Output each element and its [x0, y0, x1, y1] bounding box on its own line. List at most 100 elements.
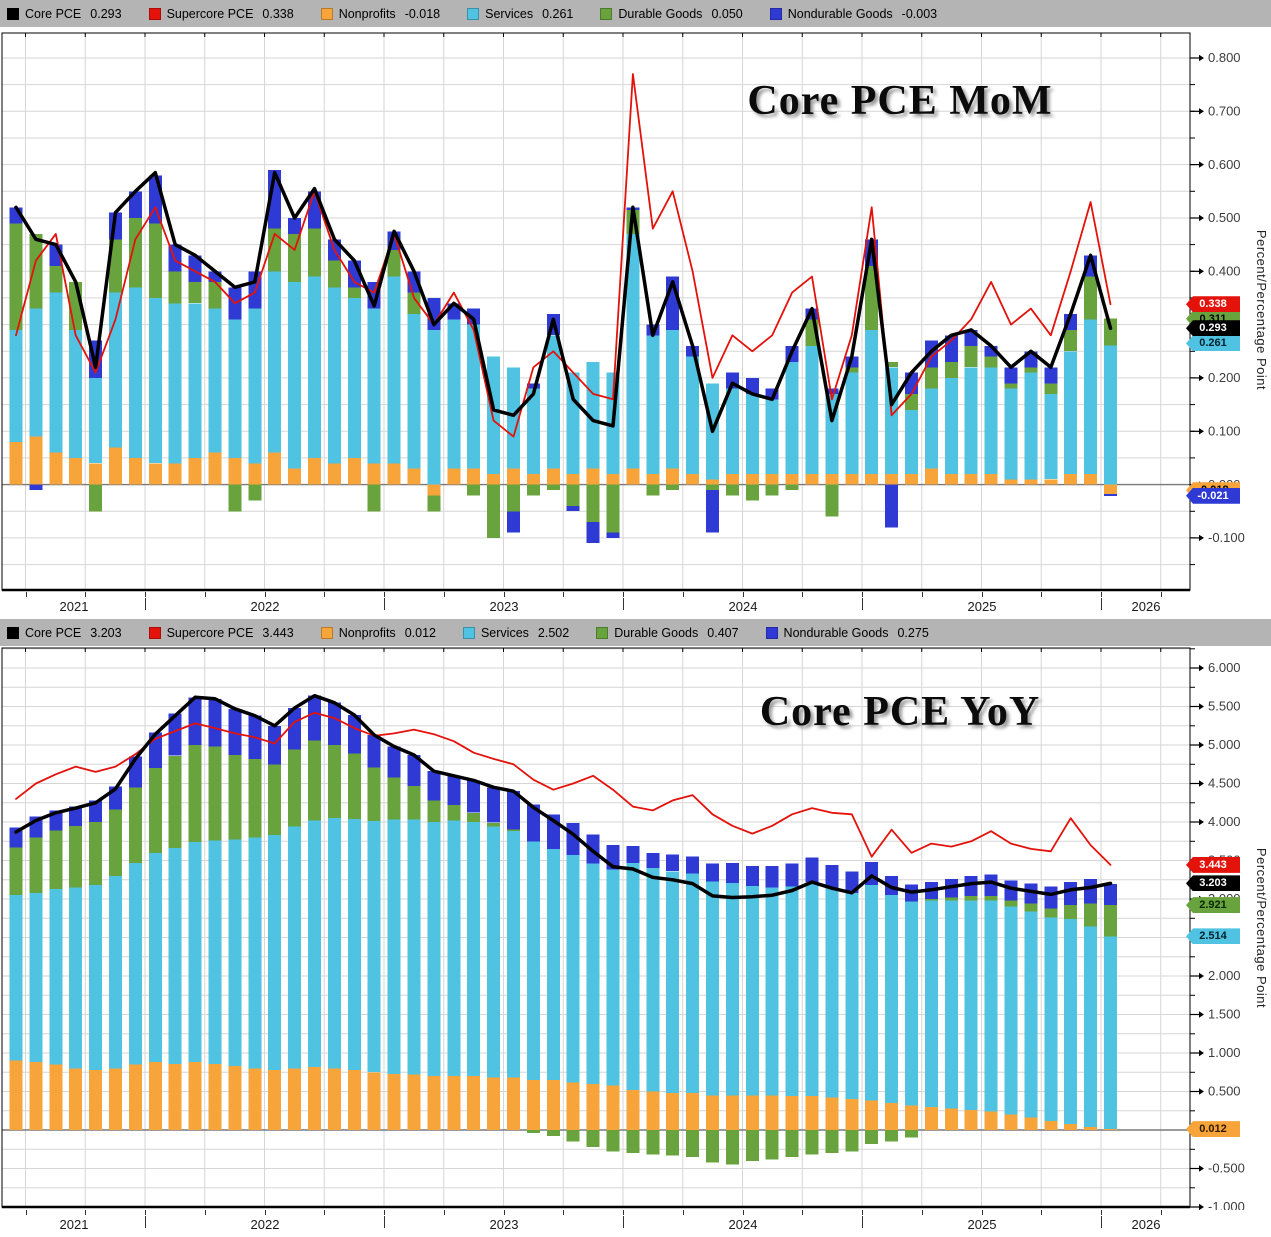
quarter-tick [921, 592, 923, 597]
bar-segment-nonprofits [1024, 479, 1038, 485]
bar-segment-services [964, 900, 978, 1110]
bar-segment-services [745, 885, 759, 1096]
bar-segment-durable-goods [29, 233, 43, 309]
bar-segment-durable-goods [89, 484, 103, 512]
legend-value: 0.293 [90, 6, 122, 21]
quarter-tick [1160, 592, 1162, 597]
bar-segment-nonprofits [865, 1100, 879, 1130]
bar-segment-durable-goods [546, 484, 560, 490]
bar-segment-nonprofits [208, 1063, 222, 1130]
bar-segment-nonprofits [49, 452, 63, 485]
bar-segment-services [944, 900, 958, 1109]
quarter-tick [25, 1210, 27, 1215]
bar-segment-nonprofits [725, 473, 739, 485]
bar-segment-services [148, 297, 162, 464]
bar-segment-durable-goods [1084, 276, 1098, 320]
bar-segment-services [785, 361, 799, 474]
durable-goods-axis-tag: 2.921 [1186, 897, 1240, 914]
bar-segment-durable-goods [845, 367, 859, 373]
bar-segment-durable-goods [1024, 903, 1038, 912]
quarter-tick [742, 1210, 744, 1215]
bar-segment-nonprofits [1104, 484, 1117, 495]
bar-segment-durable-goods [785, 484, 799, 490]
bar-segment-nondurable-goods [9, 827, 23, 848]
bar-segment-nonprofits [964, 473, 978, 485]
bar-segment-nondurable-goods [487, 787, 501, 823]
bar-segment-durable-goods [447, 805, 461, 821]
bar-segment-durable-goods [427, 495, 441, 512]
quarter-tick [623, 592, 624, 597]
legend-swatch-services [467, 7, 480, 20]
plot-area-mom: -0.1000.0000.1000.2000.3000.4000.5000.60… [0, 27, 1271, 592]
bar-segment-services [566, 855, 580, 1083]
bar-segment-durable-goods [208, 746, 222, 841]
bar-segment-services [984, 900, 998, 1112]
bar-segment-durable-goods [347, 753, 361, 819]
bar-segment-durable-goods [586, 484, 600, 522]
bar-segment-services [228, 319, 242, 458]
bar-segment-durable-goods [984, 356, 998, 368]
bar-segment-services [487, 356, 501, 474]
bar-segment-services [29, 308, 43, 437]
bar-segment-services [327, 818, 341, 1069]
legend-value: 0.261 [542, 6, 574, 21]
bar-segment-nondurable-goods [407, 755, 421, 786]
quarter-tick [25, 592, 27, 597]
bar-segment-nondurable-goods [606, 532, 620, 538]
legend-value: 2.502 [537, 625, 570, 640]
bar-segment-nondurable-goods [526, 383, 540, 389]
legend-swatch-supercore-pce [148, 7, 161, 20]
bar-segment-nonprofits [268, 1069, 282, 1130]
bar-segment-services [745, 393, 759, 474]
bar-segment-nonprofits [586, 468, 600, 485]
bar-segment-durable-goods [706, 484, 719, 490]
bar-segment-durable-goods [964, 345, 978, 368]
bar-segment-nonprofits [168, 463, 182, 485]
bar-segment-services [49, 889, 63, 1065]
legend-label: Nonprofits [338, 625, 396, 640]
bar-segment-services [507, 367, 520, 469]
quarter-tick [85, 1210, 87, 1215]
bar-segment-durable-goods [885, 361, 899, 368]
bar-segment-durable-goods [1104, 318, 1117, 346]
bar-segment-nonprofits [407, 1074, 421, 1130]
bar-segment-durable-goods [944, 361, 958, 378]
bar-segment-services [347, 297, 361, 458]
bar-segment-nondurable-goods [745, 865, 759, 886]
svg-text:4.000: 4.000 [1208, 814, 1241, 829]
bar-segment-durable-goods [785, 1130, 799, 1157]
bar-segment-nonprofits [487, 473, 501, 485]
bar-segment-nonprofits [109, 447, 122, 485]
bar-segment-services [1004, 906, 1018, 1115]
bar-segment-services [9, 329, 23, 442]
quarter-tick [204, 592, 206, 597]
bar-segment-nondurable-goods [586, 834, 600, 864]
supercore-axis-tag: 3.443 [1186, 856, 1240, 873]
year-boundary-tick [145, 1216, 146, 1228]
legend-swatch-nonprofits [320, 626, 333, 639]
bar-segment-services [626, 862, 640, 1090]
bar-segment-nondurable-goods [626, 845, 640, 863]
bar-segment-nonprofits [1064, 473, 1078, 485]
bar-segment-services [308, 276, 321, 458]
bar-segment-nonprofits [128, 457, 142, 485]
bar-segment-nonprofits [327, 1068, 341, 1130]
bar-segment-services [407, 313, 421, 469]
bar-segment-durable-goods [885, 1130, 899, 1142]
svg-text:-0.100: -0.100 [1208, 530, 1245, 545]
svg-text:0.400: 0.400 [1208, 264, 1241, 279]
legend-mom: Core PCE 0.293 Supercore PCE 0.338 Nonprofit… [0, 0, 1271, 27]
legend-label: Nondurable Goods [787, 6, 893, 21]
bar-segment-durable-goods [148, 768, 162, 853]
quarter-tick [742, 592, 744, 597]
year-label-2025: 2025 [967, 1217, 997, 1232]
legend-label: Services [485, 6, 534, 21]
bar-segment-services [327, 287, 341, 464]
y-axis-title-mom: Percent/Percentage Point [1254, 229, 1269, 390]
bar-segment-services [367, 308, 381, 464]
bar-segment-durable-goods [228, 484, 242, 512]
bar-segment-services [924, 900, 938, 1107]
bar-segment-nondurable-goods [427, 771, 441, 801]
bar-segment-durable-goods [924, 367, 938, 389]
bar-segment-durable-goods [1004, 900, 1018, 907]
